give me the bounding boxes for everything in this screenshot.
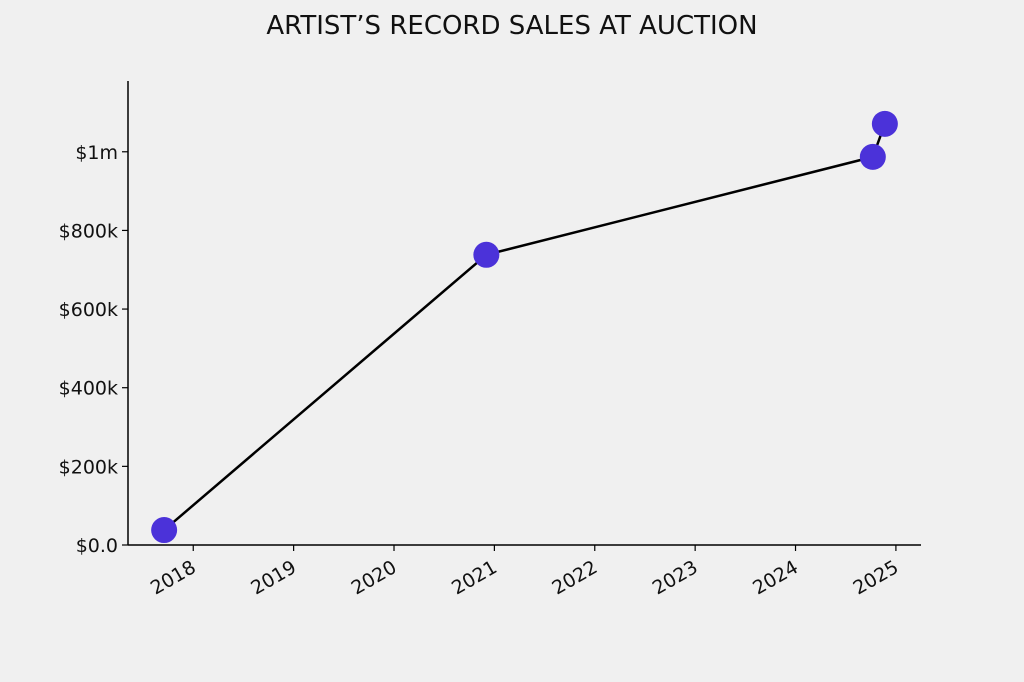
data-point: [473, 241, 500, 268]
y-tick-label: $1m: [75, 142, 118, 164]
y-tick-label: $0.0: [76, 535, 118, 557]
data-point: [151, 517, 178, 544]
data-point: [871, 110, 898, 137]
y-tick-label: $400k: [59, 378, 118, 400]
y-tick-label: $800k: [59, 220, 118, 242]
y-tick-label: $600k: [59, 299, 118, 321]
chart-title: ARTIST’S RECORD SALES AT AUCTION: [266, 11, 757, 41]
data-point: [859, 143, 886, 170]
series-line: [163, 123, 887, 532]
y-tick-label: $200k: [59, 456, 118, 478]
